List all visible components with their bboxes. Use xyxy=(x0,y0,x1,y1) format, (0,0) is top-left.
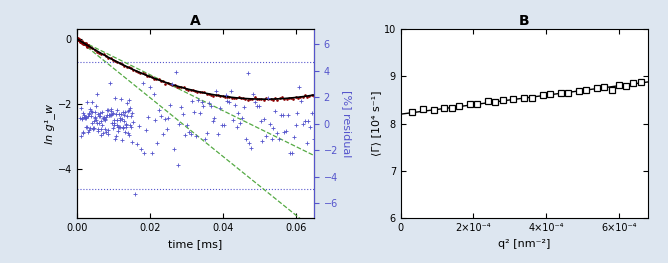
Y-axis label: [%] residual: [%] residual xyxy=(342,90,352,157)
X-axis label: time [ms]: time [ms] xyxy=(168,239,222,249)
Title: B: B xyxy=(519,14,530,28)
Title: A: A xyxy=(190,14,201,28)
X-axis label: q² [nm⁻²]: q² [nm⁻²] xyxy=(498,239,550,249)
Y-axis label: ln g¹_w: ln g¹_w xyxy=(44,104,55,144)
Y-axis label: ⟨Γ⟩ [10⁴ s⁻¹]: ⟨Γ⟩ [10⁴ s⁻¹] xyxy=(371,91,381,156)
